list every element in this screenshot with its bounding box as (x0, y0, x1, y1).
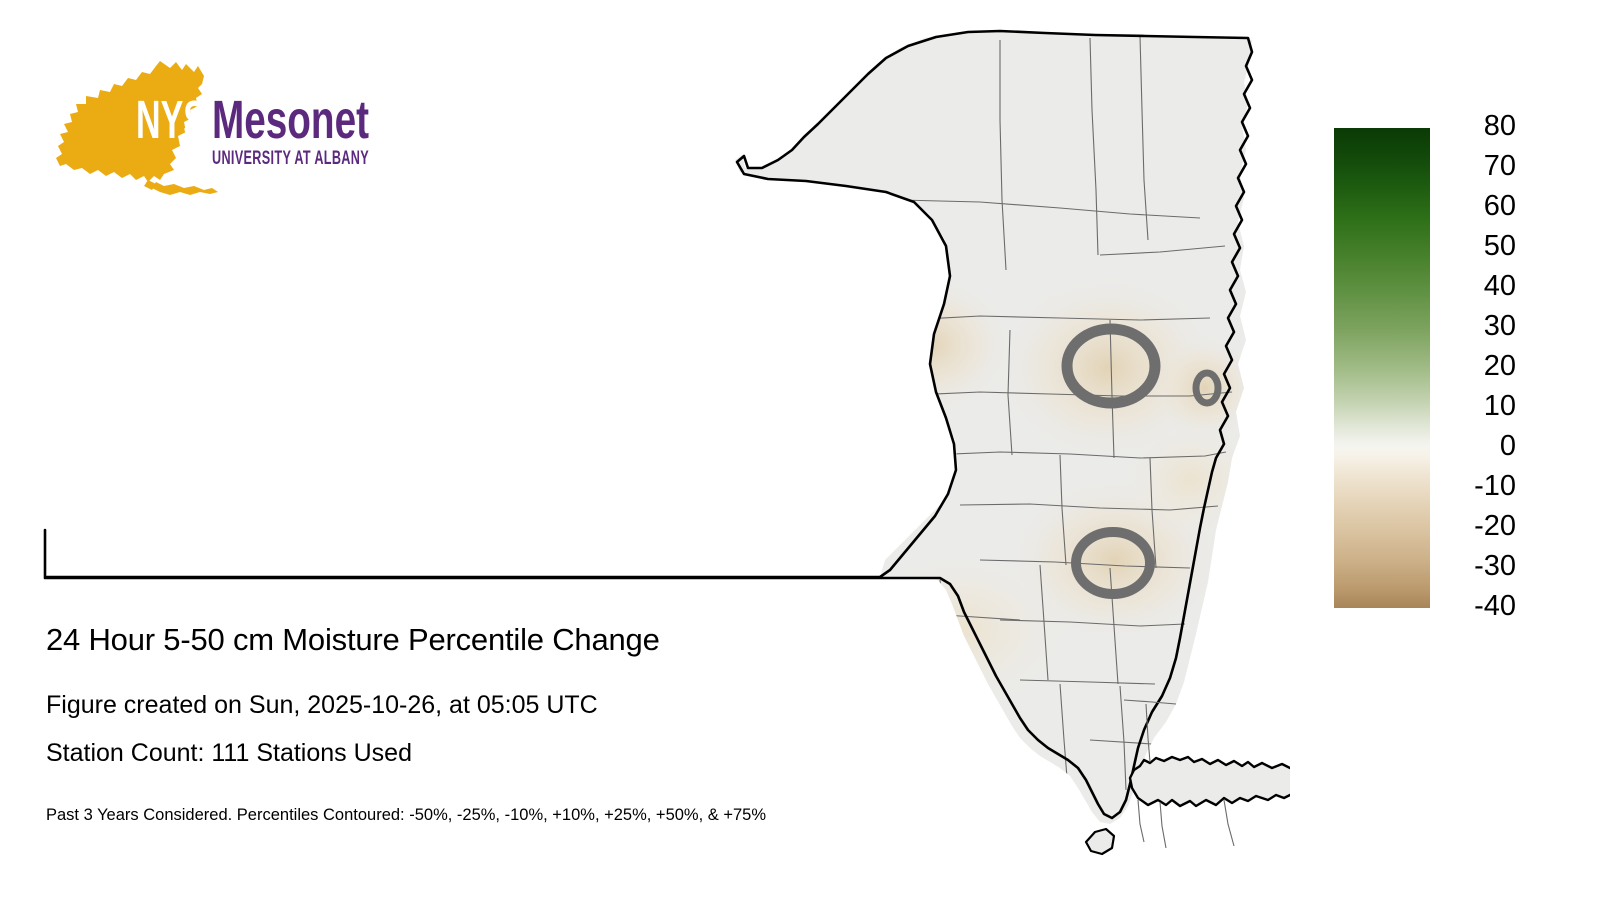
moisture-percentile-change-colorbar: 80 70 60 50 40 30 20 10 0 -10 -20 -30 -4… (1334, 112, 1584, 621)
long-island-landmass (1128, 755, 1290, 808)
logo-nys-text: NYS (136, 90, 206, 150)
logo-mesonet-text: Mesonet (212, 90, 369, 150)
figure-title: 24 Hour 5-50 cm Moisture Percentile Chan… (46, 622, 660, 657)
new-york-state-moisture-map (43, 29, 1290, 856)
state-outline-mainland (43, 29, 1254, 820)
colorbar-tick-80: 80 (1483, 110, 1516, 142)
anomaly-blob-sw-tan (170, 490, 470, 630)
ny-state-silhouette-icon (56, 61, 218, 195)
colorbar-gradient (1334, 128, 1430, 608)
colorbar-tick-neg20: -20 (1474, 510, 1516, 542)
nyc-lower-hudson (1123, 699, 1177, 763)
colorbar-tick-10: 10 (1483, 390, 1516, 422)
colorbar-tick-neg10: -10 (1474, 470, 1516, 502)
anomaly-blob-nw-green (160, 332, 440, 412)
contour-ring-capital-region (1061, 323, 1161, 409)
figure-created-time: Figure created on Sun, 2025-10-26, at 05… (46, 691, 598, 719)
colorbar-tick-50: 50 (1483, 230, 1516, 262)
anomaly-blob-east-tan (1120, 420, 1252, 540)
colorbar-tick-labels: 80 70 60 50 40 30 20 10 0 -10 -20 -30 -4… (1434, 110, 1574, 630)
station-count-text: Station Count: 111 Stations Used (46, 739, 412, 767)
colorbar-tick-0: 0 (1499, 430, 1516, 462)
colorbar-tick-40: 40 (1483, 270, 1516, 302)
colorbar-tick-70: 70 (1483, 150, 1516, 182)
moisture-contour-rings (1061, 323, 1222, 599)
anomaly-blob-west-tan (460, 360, 820, 580)
contour-ring-catskills (1071, 527, 1155, 599)
staten-island (1084, 827, 1116, 856)
figure-caption-block: 24 Hour 5-50 cm Moisture Percentile Chan… (46, 620, 1106, 826)
colorbar-tick-neg30: -30 (1474, 550, 1516, 582)
anomaly-blob-central-tan (845, 275, 1015, 415)
nys-mesonet-logo: NYS Mesonet UNIVERSITY AT ALBANY (52, 58, 397, 203)
contour-ring-east-hudson (1192, 369, 1222, 407)
colorbar-tick-20: 20 (1483, 350, 1516, 382)
logo-affiliation-text: UNIVERSITY AT ALBANY (212, 148, 369, 169)
long-island (1084, 755, 1290, 856)
colorbar-tick-neg40: -40 (1474, 590, 1516, 622)
colorbar-tick-30: 30 (1483, 310, 1516, 342)
long-island-county-lines (1137, 799, 1235, 849)
colorbar-tick-60: 60 (1483, 190, 1516, 222)
figure-footnote: Past 3 Years Considered. Percentiles Con… (46, 806, 767, 824)
